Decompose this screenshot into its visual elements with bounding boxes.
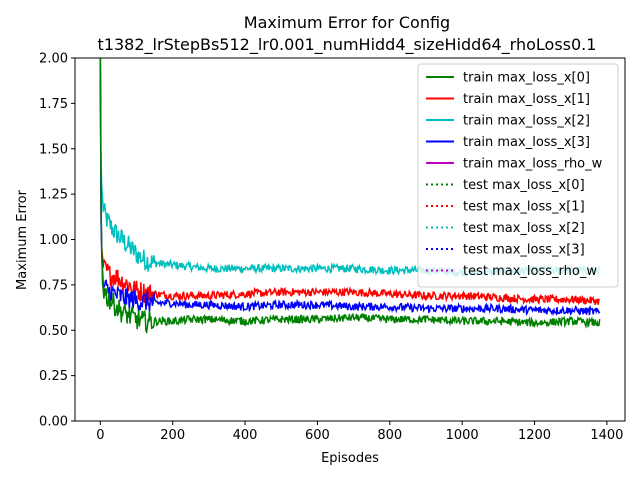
y-tick-label: 0.00 [39, 415, 68, 430]
y-tick-label: 1.25 [39, 188, 68, 203]
series-line-0 [99, 58, 601, 335]
series-line-1 [99, 58, 600, 306]
y-tick-label: 2.00 [39, 52, 68, 67]
legend-label: test max_loss_rho_w [463, 264, 597, 279]
legend-label: test max_loss_x[3] [463, 243, 585, 258]
x-tick-label: 1200 [518, 428, 551, 443]
x-tick-label: 200 [160, 428, 185, 443]
legend-label: train max_loss_x[2] [463, 114, 590, 129]
legend-label: test max_loss_x[1] [463, 200, 585, 215]
y-axis-ticks: 0.00 0.25 0.50 0.75 1.00 1.25 1.50 1.75 2.00 [39, 52, 75, 430]
x-tick-label: 600 [305, 428, 330, 443]
legend-label: train max_loss_x[1] [463, 92, 590, 107]
legend-label: test max_loss_x[0] [463, 178, 585, 193]
x-tick-label: 800 [377, 428, 402, 443]
legend-label: test max_loss_x[2] [463, 221, 585, 236]
chart-title-line2: t1382_lrStepBs512_lr0.001_numHidd4_sizeH… [98, 35, 597, 55]
x-axis-title: Episodes [321, 451, 379, 466]
y-tick-label: 1.75 [39, 97, 68, 112]
chart-title-line1: Maximum Error for Config [244, 13, 450, 32]
y-tick-label: 0.25 [39, 369, 68, 384]
x-tick-label: 400 [233, 428, 258, 443]
legend-label: train max_loss_x[3] [463, 135, 590, 150]
series-line-3 [99, 58, 601, 317]
x-axis-ticks: 0 200 400 600 800 1000 1200 1400 [96, 421, 623, 443]
x-tick-label: 1000 [446, 428, 479, 443]
x-tick-label: 0 [96, 428, 104, 443]
legend-label: train max_loss_x[0] [463, 71, 590, 86]
legend-box [417, 63, 619, 288]
y-tick-label: 1.00 [39, 233, 68, 248]
y-tick-label: 0.75 [39, 278, 68, 293]
y-tick-label: 1.50 [39, 142, 68, 157]
legend-label: train max_loss_rho_w [463, 157, 603, 172]
legend: train max_loss_x[0]train max_loss_x[1]tr… [417, 63, 619, 288]
x-tick-label: 1400 [590, 428, 623, 443]
y-tick-label: 0.50 [39, 324, 68, 339]
y-axis-title: Maximum Error [15, 189, 30, 290]
